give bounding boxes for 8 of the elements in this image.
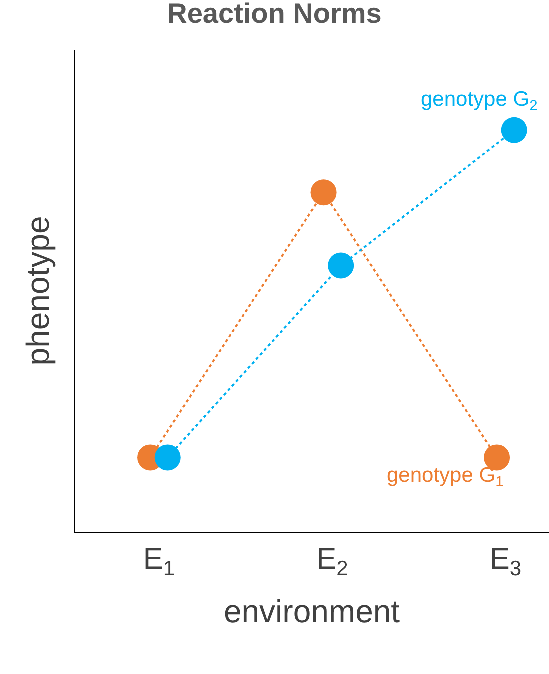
- x-axis-title: environment: [224, 593, 400, 630]
- chart-title: Reaction Norms: [167, 0, 382, 29]
- x-tick-label: E$_{1}$: [143, 543, 176, 580]
- series-label: genotype G$_{1}$: [387, 464, 504, 490]
- y-axis-title: phenotype: [20, 216, 56, 366]
- x-tick-label: E$_{2}$: [316, 543, 348, 580]
- x-tick-label: E$_{3}$: [490, 543, 522, 580]
- series-label: genotype G$_{2}$: [421, 88, 538, 114]
